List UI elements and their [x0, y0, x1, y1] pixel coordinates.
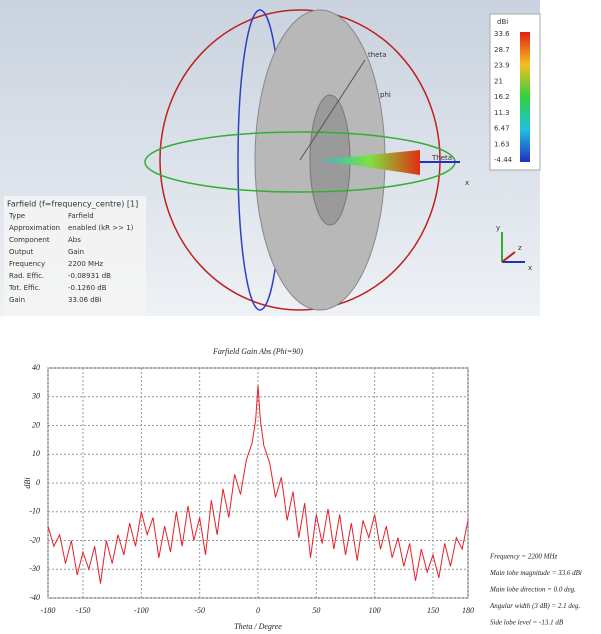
y-tick-label: 20 [32, 420, 40, 429]
colorbar-unit: dBi [497, 18, 508, 26]
x-tick-label: -100 [134, 606, 149, 615]
colorbar-label: 28.7 [494, 46, 510, 54]
info-key: Gain [9, 296, 25, 304]
info-key: Tot. Effic. [8, 284, 41, 292]
y-tick-label: 10 [32, 449, 40, 458]
theta-label: theta [368, 51, 387, 59]
colorbar-label: 23.9 [494, 62, 510, 70]
info-key: Rad. Effic. [9, 272, 44, 280]
y-tick-label: 30 [31, 392, 40, 401]
triad-x: x [528, 264, 532, 272]
x-tick-label: 180 [462, 606, 474, 615]
annotation: Angular width (3 dB) = 2.1 deg. [489, 602, 581, 610]
info-key: Frequency [9, 260, 45, 268]
x-tick-label: -150 [76, 606, 91, 615]
info-key: Output [9, 248, 34, 256]
colorbar-label: 33.6 [494, 30, 510, 38]
annotation: Frequency = 2200 MHz [489, 553, 558, 561]
page: theta phi Theta x y x z dBi 33.6 28.7 23.9… [0, 0, 601, 634]
info-value: Abs [68, 236, 81, 244]
info-value: 33.06 dBi [68, 296, 102, 304]
x-tick-label: -50 [194, 606, 205, 615]
x-tick-label: 50 [312, 606, 320, 615]
info-value: 2200 MHz [68, 260, 103, 268]
y-tick-label: -30 [29, 564, 40, 573]
triad-y: y [496, 224, 500, 232]
info-value: Gain [68, 248, 84, 256]
x-tick-label: -180 [41, 606, 56, 615]
annotation: Side lobe level = -13.1 dB [490, 619, 564, 627]
colorbar-label: -4.44 [494, 156, 513, 164]
annotation: Main lobe magnitude = 33.6 dBi [489, 569, 582, 577]
info-value: Farfield [68, 212, 94, 220]
info-value: -0.1260 dB [68, 284, 107, 292]
annotation: Main lobe direction = 0.0 deg. [489, 586, 576, 594]
colorbar-label: 21 [494, 77, 503, 85]
x-label: x [465, 179, 469, 187]
colorbar-label: 6.47 [494, 125, 510, 133]
y-tick-label: 40 [32, 363, 40, 372]
screen: theta phi Theta x y x z dBi 33.6 28.7 23.9… [0, 0, 601, 634]
info-key: Component [9, 236, 50, 244]
info-title: Farfield (f=frequency_centre) [1] [7, 200, 138, 209]
phi-label: phi [380, 91, 391, 99]
y-tick-label: -20 [29, 535, 40, 544]
x-tick-label: 0 [256, 606, 260, 615]
info-value: -0.08931 dB [68, 272, 111, 280]
y-axis-label: dBi [23, 477, 32, 488]
x-tick-label: 100 [369, 606, 381, 615]
colorbar-label: 1.63 [494, 140, 510, 148]
colorbar-label: 11.3 [494, 109, 510, 117]
info-key: Approximation [9, 224, 60, 232]
y-tick-label: 0 [36, 478, 40, 487]
colorbar [520, 32, 530, 162]
theta-arrow-label: Theta [431, 154, 452, 162]
colorbar-label: 16.2 [494, 93, 510, 101]
chart: Farfield Gain Abs (Phi=90) Theta / Degree… [23, 347, 582, 631]
info-key: Type [8, 212, 25, 220]
triad-z: z [518, 244, 522, 252]
x-axis-label: Theta / Degree [234, 622, 282, 631]
y-tick-label: -10 [29, 507, 40, 516]
info-value: enabled (kR >> 1) [68, 224, 134, 232]
x-tick-label: 150 [427, 606, 439, 615]
chart-title: Farfield Gain Abs (Phi=90) [212, 347, 303, 356]
y-tick-label: -40 [29, 593, 40, 602]
